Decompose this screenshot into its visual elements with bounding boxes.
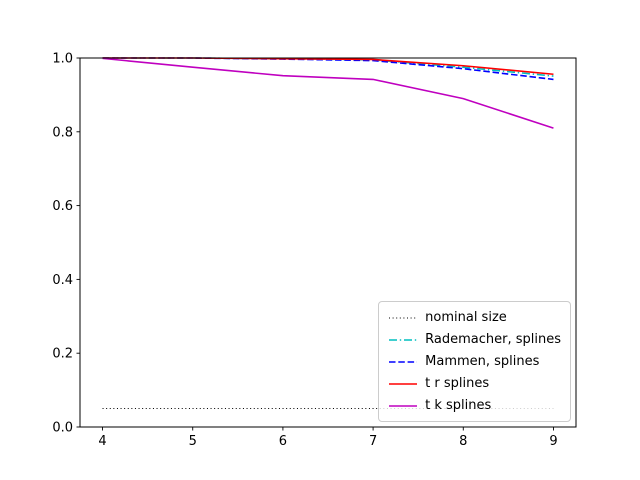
legend-line-sample (389, 382, 418, 385)
legend-item: nominal size (388, 309, 561, 326)
y-tick-label: 0.8 (52, 125, 73, 140)
legend-line-sample (389, 360, 418, 363)
legend-line-sample (389, 404, 418, 407)
legend-item: Rademacher, splines (388, 331, 561, 348)
y-tick-label: 0.2 (52, 347, 73, 362)
y-tick-label: 0.0 (52, 421, 73, 436)
legend: nominal size Rademacher, splines Mammen, s… (378, 301, 571, 422)
legend-label: t k splines (425, 398, 492, 413)
series-rademacher-splines (102, 57, 554, 77)
series-mammen-splines (102, 57, 554, 81)
legend-item: Mammen, splines (388, 353, 561, 370)
legend-line-sample (389, 317, 418, 318)
legend-label: Mammen, splines (425, 354, 540, 369)
legend-label: t r splines (425, 376, 490, 391)
legend-item: t r splines (388, 375, 561, 392)
legend-line-sample (389, 338, 418, 341)
x-tick-label: 5 (189, 434, 197, 449)
y-tick-label: 0.6 (52, 199, 73, 214)
axes-frame (79, 57, 577, 428)
x-tick-label: 6 (279, 434, 287, 449)
x-tick-label: 7 (369, 434, 377, 449)
x-tick-label: 4 (98, 434, 106, 449)
x-tick-label: 8 (459, 434, 467, 449)
legend-label: Rademacher, splines (425, 332, 561, 347)
series-t-k-splines (102, 57, 554, 129)
y-tick-label: 1.0 (52, 52, 73, 67)
x-tick-label: 9 (549, 434, 557, 449)
legend-item: t k splines (388, 397, 561, 414)
y-tick-label: 0.4 (52, 273, 73, 288)
legend-label: nominal size (425, 310, 507, 325)
